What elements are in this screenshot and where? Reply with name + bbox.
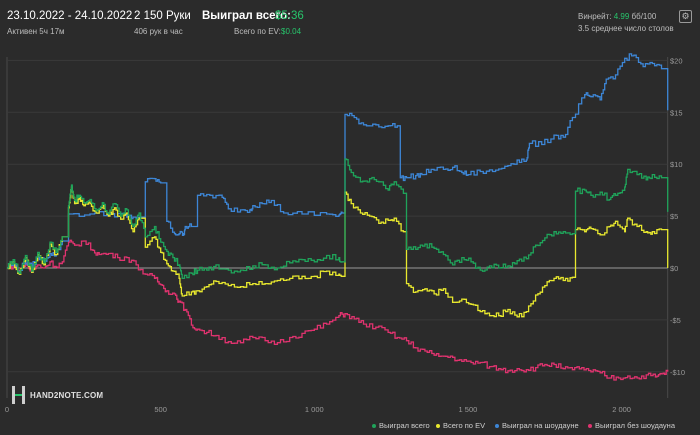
x-tick-label: 1 500 [459,405,478,414]
legend-label-won-total: Выиграл всего [379,421,430,430]
x-tick-label: 1 000 [305,405,324,414]
winrate-value: 4.99 [613,12,630,21]
x-tick-label: 2 000 [612,405,631,414]
hands-per-hour: 406 рук в час [134,27,183,36]
y-tick-label: $0 [670,264,678,273]
winrate-line: Винрейт: 4.99 бб/100 [578,12,656,21]
series-line-0 [7,158,669,280]
won-total-value: $5.36 [275,10,304,22]
y-tick-label: $10 [670,160,683,169]
y-tick-label: -$5 [670,316,681,325]
hands-count: 2 150 Руки [134,10,191,22]
winrate-label: Винрейт: [578,12,612,21]
legend-label-non-showdown: Выиграл без шоудауна [595,421,675,430]
ev-total-label: Всего по EV: [234,27,281,36]
settings-gear-icon[interactable]: ⚙ [679,10,692,23]
chart-header: 23.10.2022 - 24.10.2022 Активен 5ч 17м 2… [0,0,700,50]
winrate-unit: бб/100 [631,12,657,21]
legend-dot-won-total [372,424,376,429]
logo-mark-icon [12,386,25,404]
legend-dot-ev [436,424,440,429]
hand2note-logo: HAND2NOTE.COM [12,386,103,404]
y-tick-label: $15 [670,108,683,117]
legend-item-ev[interactable]: Всего по EV [436,421,485,430]
date-range: 23.10.2022 - 24.10.2022 [7,10,133,22]
legend-label-showdown: Выиграл на шоудауне [502,421,579,430]
y-tick-label: -$10 [670,368,685,377]
legend-item-non-showdown[interactable]: Выиграл без шоудауна [588,421,675,430]
legend-item-won-total[interactable]: Выиграл всего [372,421,430,430]
series-line-3 [7,239,669,381]
legend-dot-showdown [495,424,499,429]
legend-dot-non-showdown [588,424,592,429]
logo-text: HAND2NOTE.COM [30,390,104,400]
avg-tables: 3.5 среднее число столов [578,24,674,33]
x-tick-label: 500 [154,405,167,414]
legend-label-ev: Всего по EV [443,421,486,430]
series-line-2 [7,53,669,273]
legend-item-showdown[interactable]: Выиграл на шоудауне [495,421,579,430]
x-tick-label: 0 [5,405,9,414]
won-total-label: Выиграл всего: [202,10,291,22]
series-line-1 [7,186,669,318]
y-tick-label: $5 [670,212,678,221]
y-tick-label: $20 [670,56,683,65]
active-time: Активен 5ч 17м [7,27,65,36]
ev-total-value: $0.04 [281,27,302,36]
